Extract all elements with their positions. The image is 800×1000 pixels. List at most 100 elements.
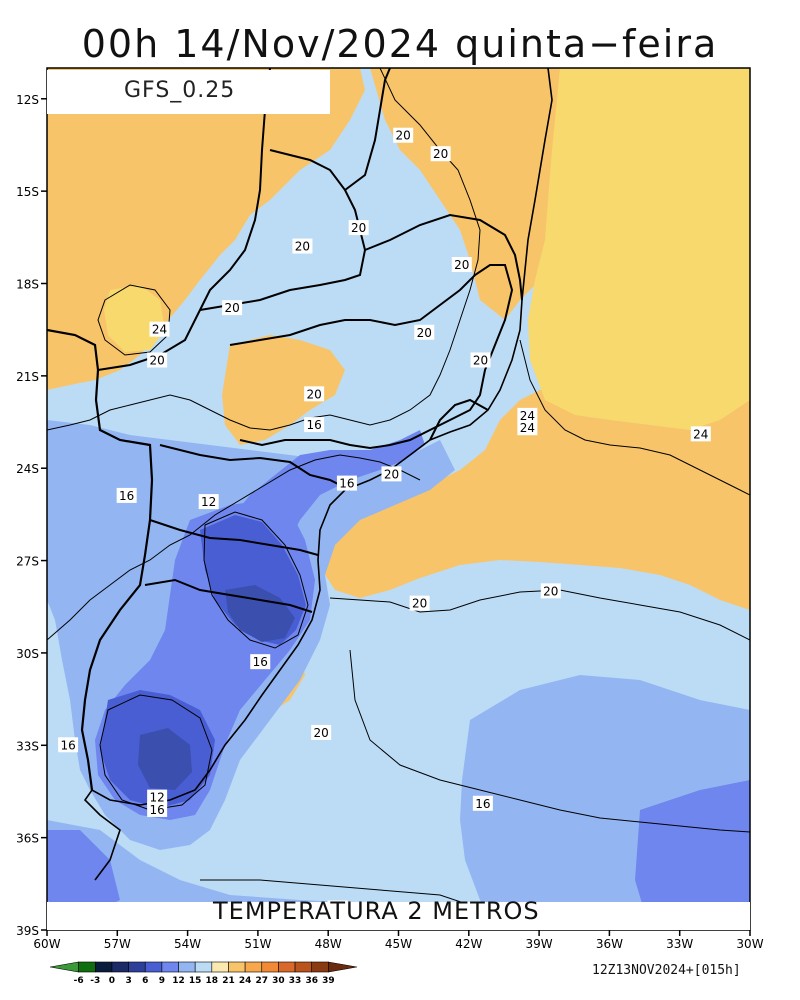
contour-label: 20 — [348, 220, 369, 236]
contour-label-text: 20 — [351, 221, 366, 235]
state-border-pr — [149, 519, 319, 556]
lat-tick-label: 39S — [16, 924, 39, 938]
field-12-15-far-ocean — [635, 780, 750, 930]
colorbar-label: 39 — [322, 976, 335, 986]
contour-label-text: 16 — [60, 738, 75, 752]
contour-label-text: 20 — [412, 597, 427, 611]
contour-label-bg — [517, 407, 538, 423]
colorbar-label: 36 — [305, 976, 318, 986]
contour-label: 16 — [472, 795, 493, 811]
lon-tick-label: 30W — [736, 937, 763, 951]
contour-label-text: 12 — [201, 495, 216, 509]
contour-label: 20 — [414, 324, 435, 340]
lat-tick-label: 21S — [16, 370, 39, 384]
lon-tick-label: 54W — [174, 937, 201, 951]
run-timestamp: 12Z13NOV2024+[015h] — [592, 963, 741, 978]
field-layer — [47, 68, 750, 930]
field-12-15-rs-lowland — [47, 830, 120, 915]
contour-label: 20 — [540, 583, 561, 599]
colorbar-label: 30 — [272, 976, 285, 986]
colorbar-label: 21 — [222, 976, 235, 986]
map-title: 00h 14/Nov/2024 quinta−feira — [81, 22, 719, 66]
contour-label-bg — [381, 466, 402, 482]
contour-label: 20 — [430, 146, 451, 162]
lon-tick-label: 57W — [104, 937, 131, 951]
contour-label-text: 24 — [693, 427, 708, 441]
colorbar-label: 18 — [206, 976, 219, 986]
contour-label-bg — [414, 324, 435, 340]
state-border-ba — [344, 68, 523, 301]
colorbar-label: 3 — [125, 976, 131, 986]
colorbar-swatch — [261, 961, 279, 973]
colorbar-swatch — [311, 961, 329, 973]
contour-label-text: 20 — [543, 584, 558, 598]
colorbar-swatch — [111, 961, 129, 973]
lat-tick-label: 27S — [16, 555, 39, 569]
contour-label-text: 20 — [396, 129, 411, 143]
contour-label-bg — [311, 724, 332, 740]
colorbar-label: 0 — [109, 976, 115, 986]
contour-label-bg — [58, 737, 79, 753]
colorbar-swatch — [161, 961, 179, 973]
isotherm-16-south — [47, 454, 421, 641]
isotherm-24-north — [519, 339, 750, 496]
contour-label: 16 — [147, 801, 168, 817]
colorbar-swatch — [94, 961, 113, 973]
contour-label: 24 — [690, 426, 711, 442]
contour-label-text: 20 — [306, 387, 321, 401]
contour-label-bg — [147, 801, 168, 817]
contour-label-bg — [250, 654, 271, 670]
colorbar-swatch — [278, 961, 296, 973]
contour-label-bg — [409, 595, 430, 611]
contour-label: 20 — [470, 352, 491, 368]
isotherm-16-ocean — [349, 649, 750, 833]
contour-label-text: 20 — [224, 301, 239, 315]
contour-label-text: 16 — [475, 797, 490, 811]
state-border-sc — [144, 578, 313, 613]
colorbar-swatch — [244, 961, 263, 973]
contour-label: 20 — [311, 724, 332, 740]
contour-label-bg — [336, 475, 357, 491]
isotherm-20 — [47, 68, 481, 431]
model-label-box — [47, 70, 330, 114]
field-21-24-interior — [222, 335, 345, 445]
contour-label-bg — [451, 257, 472, 273]
state-border-sp — [159, 444, 351, 491]
contour-label: 12 — [198, 494, 219, 510]
model-label: GFS_0.25 — [124, 78, 236, 103]
contour-label-bg — [470, 352, 491, 368]
colorbar-label: 33 — [289, 976, 302, 986]
contour-label-text: 16 — [149, 803, 164, 817]
isotherm-20-ocean — [329, 589, 750, 641]
contour-label-text: 16 — [306, 418, 321, 432]
lat-tick-label: 18S — [16, 278, 39, 292]
contour-label: 16 — [250, 654, 271, 670]
contour-label-text: 16 — [119, 489, 134, 503]
isotherm-12 — [203, 511, 309, 649]
lat-tick-label: 36S — [16, 832, 39, 846]
colorbar-swatch — [294, 961, 313, 973]
variable-label-box — [47, 902, 750, 930]
contour-label-bg — [517, 420, 538, 436]
lat-tick-label: 12S — [16, 93, 39, 107]
contour-label: 20 — [304, 386, 325, 402]
colorbar: -6 -3 0 3 6 9 12 15 18 21 24 27 30 33 36 39 — [49, 961, 358, 986]
contour-label: 20 — [381, 466, 402, 482]
field-6-9-southwest — [138, 728, 192, 790]
lon-tick-label: 45W — [385, 937, 412, 951]
colorbar-label: 24 — [239, 976, 252, 986]
isotherm-24-pantanal — [97, 284, 171, 356]
contour-label-bg — [149, 321, 170, 337]
colorbar-label: 27 — [255, 976, 268, 986]
contour-label-text: 20 — [433, 147, 448, 161]
contour-label-text: 24 — [152, 323, 167, 337]
lon-tick-label: 42W — [455, 937, 482, 951]
contour-label-text: 16 — [253, 655, 268, 669]
lat-tick-label: 24S — [16, 462, 39, 476]
contour-label-text: 20 — [384, 467, 399, 481]
field-24-27-northeast — [528, 68, 750, 430]
lat-tick-label: 30S — [16, 647, 39, 661]
contour-label-bg — [430, 146, 451, 162]
